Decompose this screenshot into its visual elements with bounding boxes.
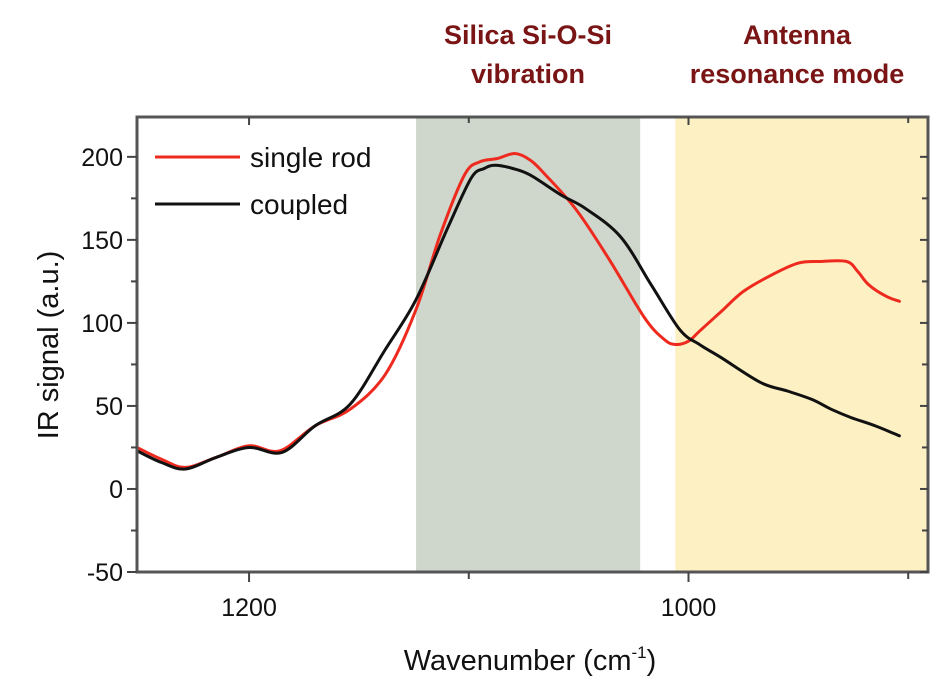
shaded-region-silica	[416, 117, 641, 572]
x-tick-label: 1000	[661, 594, 717, 622]
axis-ticks	[127, 117, 928, 582]
x-axis-title-suffix: )	[647, 645, 657, 677]
x-tick-label: 1200	[221, 594, 277, 622]
legend: single rod coupled	[155, 142, 371, 220]
series-lines	[135, 152, 901, 471]
shaded-regions	[416, 117, 928, 572]
legend-label-single-rod: single rod	[250, 142, 371, 173]
y-tick-label: 0	[109, 476, 123, 504]
region-annotations: Silica Si-O-Si vibration Antenna resonan…	[444, 20, 904, 89]
x-axis-title-main: Wavenumber (cm	[404, 645, 632, 677]
y-tick-label: -50	[87, 559, 123, 587]
y-tick-label: 200	[81, 144, 123, 172]
y-tick-label: 150	[81, 227, 123, 255]
silica-label-line1: Silica Si-O-Si	[444, 20, 612, 50]
tick-labels: 1200 1000 -50 0 50 100 150 200	[81, 144, 716, 622]
silica-label-line2: vibration	[471, 59, 585, 89]
series-line-coupled	[135, 163, 901, 471]
x-axis-title: Wavenumber (cm-1)	[404, 643, 657, 677]
legend-label-coupled: coupled	[250, 189, 348, 220]
y-tick-label: 100	[81, 310, 123, 338]
antenna-label-line1: Antenna	[743, 20, 852, 50]
y-axis-title: IR signal (a.u.)	[33, 251, 65, 440]
antenna-label-line2: resonance mode	[690, 59, 905, 89]
plot-frame	[135, 115, 930, 574]
x-axis-title-superscript: -1	[631, 643, 646, 662]
shaded-region-antenna	[675, 117, 928, 572]
y-tick-label: 50	[95, 393, 123, 421]
